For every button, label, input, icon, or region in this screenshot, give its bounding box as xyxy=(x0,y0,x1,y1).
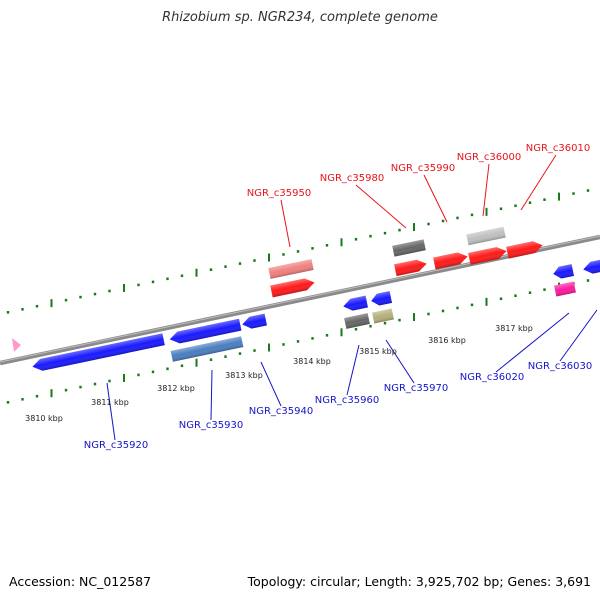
gene-NGR_c35920[interactable] xyxy=(31,333,165,372)
gene-NGR_c36010[interactable] xyxy=(506,239,544,259)
gene-label[interactable]: NGR_c36000 xyxy=(457,152,522,163)
gene-label[interactable]: NGR_c36020 xyxy=(460,372,525,383)
ruler-label: 3812 kbp xyxy=(157,384,195,393)
genome-summary: Topology: circular; Length: 3,925,702 bp… xyxy=(247,574,591,589)
gene-label[interactable]: NGR_c35930 xyxy=(179,420,244,431)
gene-label[interactable]: NGR_c36010 xyxy=(526,143,591,154)
gene-box-NGR_c35950-pseudo[interactable] xyxy=(268,259,314,279)
gene-NGR_c36020[interactable] xyxy=(552,264,575,280)
gene-label[interactable]: NGR_c35990 xyxy=(391,163,456,174)
gene-callout-line xyxy=(260,361,282,407)
feature-grey-reverse[interactable] xyxy=(344,313,370,329)
gene-NGR_c35950[interactable] xyxy=(270,277,316,298)
gene-callout-line xyxy=(495,312,570,373)
feature-steelblue-reverse[interactable] xyxy=(170,336,244,362)
accession-label: Accession: NC_012587 xyxy=(9,574,152,589)
feature-olive-reverse[interactable] xyxy=(372,308,394,324)
gene-NGR_c35980[interactable] xyxy=(394,258,428,277)
ruler-label: 3816 kbp xyxy=(428,336,466,345)
chromosome-backbone xyxy=(0,234,600,366)
gene-callout-line xyxy=(355,184,407,229)
gene-NGR_c35970[interactable] xyxy=(370,291,393,307)
ruler-label: 3813 kbp xyxy=(225,371,263,380)
gene-label[interactable]: NGR_c35950 xyxy=(247,188,312,199)
gene-NGR_c35960[interactable] xyxy=(342,295,368,313)
reverse-tick-track xyxy=(6,279,590,404)
gene-label[interactable]: NGR_c35920 xyxy=(84,440,149,451)
gene-callout-line xyxy=(559,309,598,362)
genome-title: Rhizobium sp. NGR234, complete genome xyxy=(162,10,438,25)
gene-NGR_c35930[interactable] xyxy=(169,318,242,346)
gene-label[interactable]: NGR_c35940 xyxy=(249,406,314,417)
gene-label[interactable]: NGR_c35960 xyxy=(315,395,380,406)
gene-callout-line xyxy=(280,199,291,248)
gene-callout-line xyxy=(482,163,490,217)
gene-NGR_c35990[interactable] xyxy=(433,251,469,270)
gene-callout-line xyxy=(520,154,557,211)
feature-pink-reverse[interactable] xyxy=(554,281,576,297)
ruler-label: 3815 kbp xyxy=(359,347,397,356)
gene-label[interactable]: NGR_c36030 xyxy=(528,361,593,372)
forward-tick-track xyxy=(6,189,590,314)
gene-callout-line xyxy=(385,339,415,384)
gene-label[interactable]: NGR_c35970 xyxy=(384,383,449,394)
gene-callout-line xyxy=(210,369,213,421)
gene-NGR_c36030[interactable] xyxy=(582,258,600,276)
gene-callout-line xyxy=(423,174,448,223)
gene-callout-line xyxy=(346,344,360,396)
ruler-label: 3817 kbp xyxy=(495,324,533,333)
gene-NGR_c36000[interactable] xyxy=(468,245,508,265)
feature-lightgrey-forward[interactable] xyxy=(466,226,506,246)
gene-label[interactable]: NGR_c35980 xyxy=(320,173,385,184)
ruler-label: 3811 kbp xyxy=(91,398,129,407)
gene-NGR_c35940[interactable] xyxy=(241,313,267,331)
feature-grey-forward[interactable] xyxy=(392,239,426,257)
feature-marker[interactable] xyxy=(12,338,21,352)
gene-callout-line xyxy=(106,382,116,441)
ruler-label: 3810 kbp xyxy=(25,414,63,423)
ruler-label: 3814 kbp xyxy=(293,357,331,366)
